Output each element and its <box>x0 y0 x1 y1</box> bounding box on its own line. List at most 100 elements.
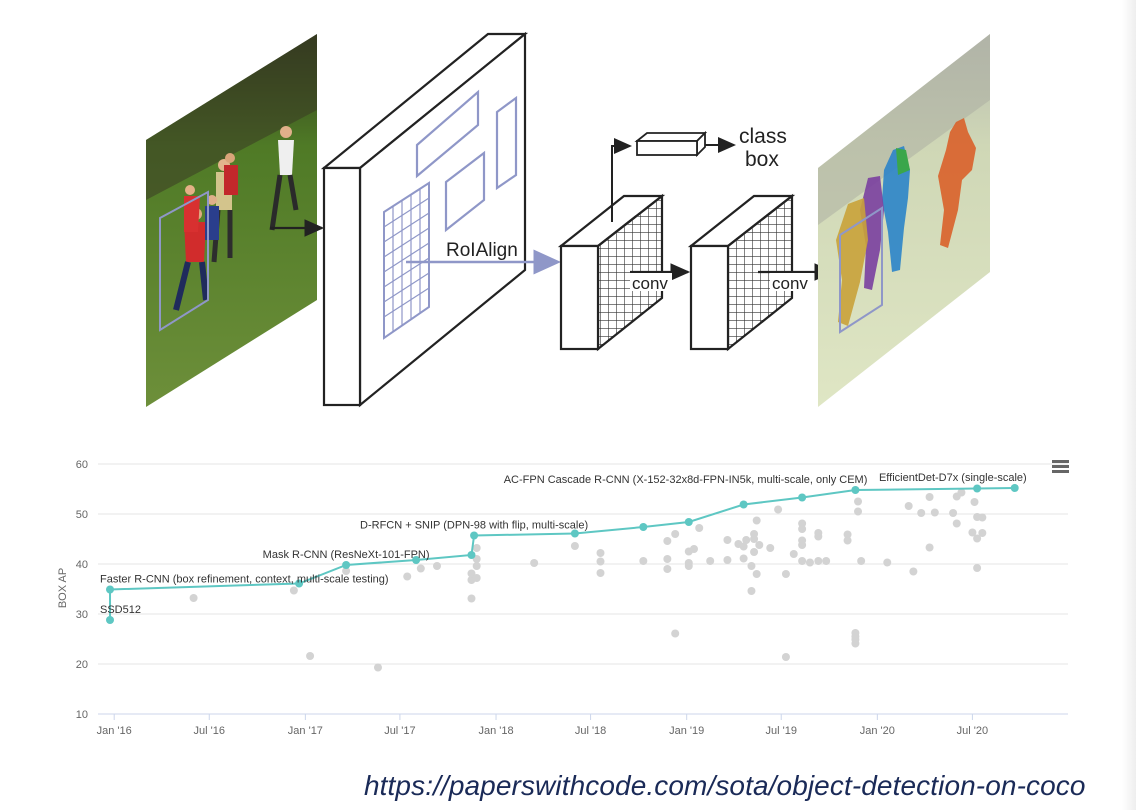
other-result-point <box>596 549 605 557</box>
other-result-point <box>774 505 783 514</box>
input-image <box>146 34 317 407</box>
other-result-point <box>822 557 831 565</box>
other-result-point <box>814 557 823 565</box>
other-result-point <box>781 570 790 578</box>
x-tick-label: Jul '20 <box>957 725 988 737</box>
other-result-point <box>750 548 759 556</box>
sota-point <box>342 561 351 569</box>
y-tick-label: 20 <box>76 659 88 671</box>
other-result-point <box>289 586 298 595</box>
annotation-labels: SSD512 Faster R-CNN (box refinement, cont… <box>100 472 1027 616</box>
x-tick-label: Jul '16 <box>194 725 225 737</box>
other-result-point <box>739 542 748 551</box>
sota-point <box>106 585 115 594</box>
other-result-point <box>663 555 672 563</box>
other-result-point <box>723 556 732 564</box>
other-result-point <box>973 534 982 543</box>
player-figures <box>173 126 299 311</box>
sota-point <box>467 551 476 559</box>
other-result-point <box>689 545 698 553</box>
other-result-point <box>684 559 693 567</box>
other-result-point <box>766 544 775 552</box>
other-result-point <box>433 562 442 570</box>
other-result-point <box>917 509 926 517</box>
other-result-point <box>747 587 756 595</box>
other-result-point <box>750 530 759 538</box>
other-result-point <box>798 536 807 545</box>
sota-point <box>570 529 579 538</box>
x-tick-label: Jan '16 <box>97 725 132 737</box>
instance-mask-green <box>896 148 910 175</box>
sota-points <box>106 484 1019 624</box>
annotation-label: Faster R-CNN (box refinement, context, m… <box>100 574 389 586</box>
sota-point <box>798 493 807 502</box>
sota-point <box>739 500 748 509</box>
other-result-point <box>843 530 852 539</box>
sota-point <box>106 616 115 624</box>
other-result-point <box>854 497 863 506</box>
other-result-point <box>978 513 987 522</box>
output-image <box>818 34 990 407</box>
other-result-point <box>467 569 476 578</box>
other-result-point <box>530 559 539 567</box>
other-result-point <box>909 567 918 576</box>
y-tick-labels: 10 20 30 40 50 60 <box>76 459 88 721</box>
other-result-point <box>843 536 852 545</box>
other-result-point <box>671 530 680 538</box>
other-result-point <box>781 653 790 661</box>
x-tick-label: Jul '19 <box>766 725 797 737</box>
other-result-point <box>949 509 958 517</box>
other-result-point <box>747 562 756 570</box>
other-result-point <box>723 536 732 544</box>
conv-label-1: conv <box>632 274 668 293</box>
sota-point <box>412 556 421 564</box>
other-result-point <box>973 564 982 572</box>
x-tick-label: Jan '18 <box>478 725 513 737</box>
other-result-point <box>805 558 814 567</box>
other-result-point <box>342 567 351 575</box>
y-tick-label: 10 <box>76 709 88 721</box>
sota-point <box>1010 484 1019 492</box>
other-result-point <box>968 528 977 537</box>
y-axis-label: BOX AP <box>57 568 69 608</box>
other-result-point <box>403 572 412 581</box>
mask-rcnn-diagram: RoIAlign conv conv class box <box>146 31 990 408</box>
other-result-point <box>189 594 198 602</box>
other-result-point <box>798 519 807 528</box>
other-result-point <box>883 558 892 567</box>
other-result-point <box>798 557 807 565</box>
other-result-point <box>789 550 798 558</box>
other-result-point <box>671 629 680 638</box>
annotation-label: AC-FPN Cascade R-CNN (X-152-32x8d-FPN-IN… <box>504 474 868 486</box>
annotation-label: Mask R-CNN (ResNeXt-101-FPN) <box>263 549 430 561</box>
other-result-point <box>472 574 481 582</box>
instance-mask-orange <box>938 118 976 248</box>
sota-chart: 10 20 30 40 50 60 Jan '16 Jul '16 Jan '17 Jul '1… <box>57 459 1068 737</box>
other-results-points <box>189 488 987 672</box>
source-url[interactable]: https://paperswithcode.com/sota/object-d… <box>364 770 1086 801</box>
chart-menu-icon[interactable] <box>1052 460 1069 474</box>
other-result-point <box>857 557 866 565</box>
other-result-point <box>416 564 425 573</box>
other-result-point <box>306 652 315 660</box>
conv-label-2: conv <box>772 274 808 293</box>
roialign-label: RoIAlign <box>446 240 518 261</box>
other-result-point <box>472 562 481 570</box>
y-tick-label: 40 <box>76 559 88 571</box>
grid-lines <box>98 463 1068 720</box>
other-result-point <box>570 542 579 550</box>
instance-mask-purple <box>860 176 884 290</box>
other-result-point <box>798 525 807 533</box>
other-result-point <box>639 557 648 565</box>
sota-line <box>109 487 1015 620</box>
x-tick-labels: Jan '16 Jul '16 Jan '17 Jul '17 Jan '18 Jul '… <box>97 725 989 737</box>
other-result-point <box>930 508 939 517</box>
other-result-point <box>695 524 704 532</box>
other-result-point <box>752 516 761 525</box>
other-result-point <box>467 594 476 603</box>
sota-point <box>851 486 860 494</box>
other-result-point <box>957 488 966 497</box>
sota-point <box>639 523 648 531</box>
other-result-point <box>706 557 715 565</box>
page-edge-shadow <box>1122 0 1136 810</box>
